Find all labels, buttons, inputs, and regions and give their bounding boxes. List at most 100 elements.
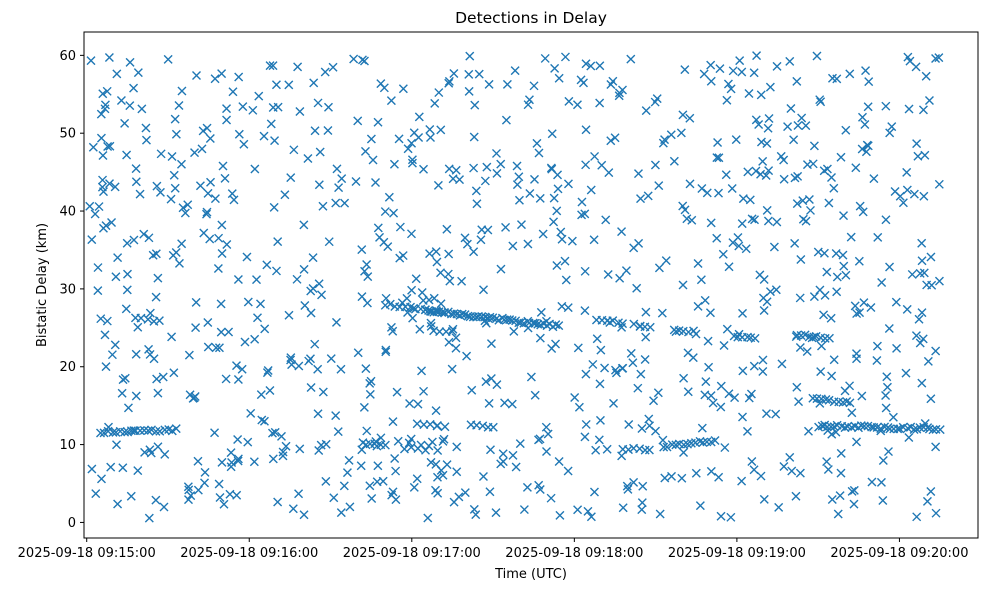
data-point-x-marker [160,449,170,459]
data-point-x-marker [611,368,621,378]
data-point-x-marker [405,399,415,409]
data-point-x-marker [538,229,548,239]
data-point-x-marker [365,481,375,491]
data-point-x-marker [141,135,151,145]
data-point-x-marker [395,222,405,232]
data-point-x-marker [592,334,602,344]
data-point-x-marker [791,491,801,501]
data-point-x-marker [144,233,154,243]
data-point-x-marker [180,208,190,218]
data-point-x-marker [153,273,163,283]
data-point-x-marker [743,167,753,177]
data-point-x-marker [110,340,120,350]
data-point-x-marker [697,423,707,433]
data-point-x-marker [425,419,435,429]
data-point-x-marker [761,171,771,180]
data-point-x-marker [224,327,234,337]
data-point-x-marker [217,69,227,79]
data-point-x-marker [931,442,941,452]
data-point-x-marker [278,451,288,461]
data-point-x-marker [628,358,638,368]
data-point-x-marker [722,95,732,105]
data-point-x-marker [931,508,941,518]
data-point-x-marker [915,423,925,433]
data-point-x-marker [714,188,724,198]
data-point-x-marker [803,426,813,436]
data-point-x-marker [419,386,429,396]
data-point-x-marker [699,69,709,79]
data-point-x-marker [530,318,540,328]
data-point-x-marker [514,172,524,182]
data-point-x-marker [126,491,136,501]
data-point-x-marker [913,151,923,161]
y-tick-label: 50 [59,127,76,142]
data-point-x-marker [716,511,726,521]
data-point-x-marker [284,80,294,90]
data-point-x-marker [464,86,474,96]
data-point-x-marker [268,61,278,71]
data-point-x-marker [850,301,860,311]
data-point-x-marker [366,134,376,144]
data-point-x-marker [318,201,328,211]
data-point-x-marker [679,373,689,383]
data-point-x-marker [426,132,435,142]
data-point-x-marker [783,122,793,132]
data-point-x-marker [934,53,944,63]
data-point-x-marker [621,266,631,276]
data-point-x-marker [658,138,668,148]
data-point-x-marker [883,447,893,457]
data-point-x-marker [522,482,532,492]
data-point-x-marker [626,54,636,64]
data-point-x-marker [373,461,383,471]
data-point-x-marker [205,133,215,143]
data-point-x-marker [696,275,706,285]
data-point-x-marker [540,53,550,63]
data-point-x-marker [444,76,454,86]
data-point-x-marker [923,356,933,366]
data-point-x-marker [101,362,111,372]
data-point-x-marker [389,208,399,218]
data-point-x-marker [444,249,454,259]
data-point-x-marker [703,336,713,346]
y-axis: 0 10 20 30 40 50 60 [59,49,84,531]
data-point-x-marker [529,174,539,184]
data-point-x-marker [512,161,522,171]
data-point-x-marker [697,184,707,194]
data-point-x-marker [846,232,856,242]
data-point-x-marker [655,509,665,519]
data-point-x-marker [131,164,141,174]
data-point-x-marker [743,332,752,342]
data-point-x-marker [615,273,625,283]
data-point-x-marker [691,468,701,478]
data-point-x-marker [323,102,333,112]
data-point-x-marker [633,383,643,393]
data-point-x-marker [512,180,522,190]
data-point-x-marker [762,139,772,149]
data-point-x-marker [847,408,857,418]
data-point-x-marker [744,89,754,98]
data-point-x-marker [417,366,427,376]
data-point-x-marker [443,269,453,279]
data-point-x-marker [183,200,193,210]
data-point-x-marker [337,174,347,184]
data-point-x-marker [486,339,496,349]
data-point-x-marker [832,272,842,282]
data-point-x-marker [554,457,564,467]
data-point-x-marker [214,233,224,243]
data-point-x-marker [151,292,161,302]
data-point-x-marker [589,487,599,497]
data-point-x-marker [902,304,912,314]
data-point-x-marker [680,65,690,75]
data-point-x-marker [273,102,283,112]
y-tick-label: 40 [59,205,76,220]
data-point-x-marker [872,355,882,365]
data-point-x-marker [718,249,728,259]
data-point-x-marker [295,444,305,454]
data-point-x-marker [100,330,110,340]
data-point-x-marker [839,211,849,221]
data-point-x-marker [892,343,902,353]
data-point-x-marker [586,185,596,195]
data-point-x-marker [650,160,660,170]
data-point-x-marker [210,194,220,204]
data-point-x-marker [313,98,323,108]
